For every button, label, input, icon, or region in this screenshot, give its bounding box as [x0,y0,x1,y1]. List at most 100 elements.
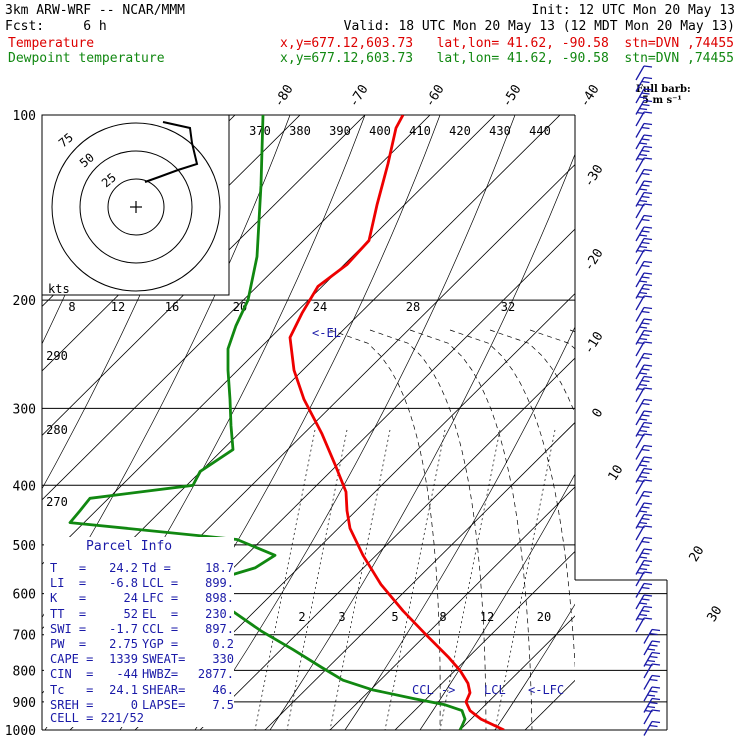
wind-barb-flag [646,705,656,709]
parcel-field-label: PW = [50,636,87,651]
parcel-info-rows: T = 24.2 Td = 18.7 LI = -6.8 LCL = 899. K = 24 LFC… [50,561,234,713]
wind-barb-flag [641,471,650,475]
wind-barb-staff [635,203,645,219]
parcel-field-value: 0 [130,697,138,712]
wind-barb-flag [641,264,650,268]
dry-adiabat [269,153,575,730]
parcel-field-value: -6.8 [109,576,138,591]
wind-barb [635,398,653,414]
wind-barb-flag [649,644,658,647]
isotherm-line [42,115,366,436]
wind-barb-staff [635,502,645,518]
wind-barb-staff [635,65,645,81]
wind-barb-staff [635,445,645,460]
wind-barb-flag [643,582,653,586]
wind-barb-flag [641,218,650,222]
wind-barb-flag [643,513,653,517]
wind-barb [635,65,653,81]
parcel-field-value: -44 [116,667,138,682]
wind-barb-staff [635,341,645,357]
theta-label: 380 [289,124,311,138]
wind-barb [635,157,653,173]
wind-barb [635,364,653,380]
parcel-field-value: 2.75 [109,636,138,651]
wind-barb-staff [635,364,645,380]
parcel-field-value: 897. [205,621,234,636]
parcel-info-row: PW = 2.75 YGP = 0.2 [50,637,234,652]
moist-adiabat [409,329,533,730]
wind-barb [635,168,653,184]
hodograph-trace [144,121,199,183]
wind-barb-staff [635,548,645,564]
parcel-field-label: CIN = [50,667,94,682]
wind-barb-flag [638,280,648,283]
wind-barb-flag [643,605,653,609]
wind-barb-flag [643,341,653,344]
wind-barb-flag [651,720,661,724]
wind-barb-flag [643,398,653,402]
parcel-field-value: 24.2 [109,561,138,575]
wind-barb [635,582,653,598]
wind-barb [635,88,653,104]
wind-barb [635,525,653,541]
barb-legend-title: Full barb: [636,84,691,95]
wind-barb-staff [643,686,653,702]
wind-barb [635,444,653,460]
isotherm-label: -50 [499,82,524,110]
header-temperature-location: x,y=677.12,603.73 lat,lon= 41.62, -90.58… [280,36,734,51]
isotherm-line [199,357,575,730]
wind-barb-flag [638,153,648,157]
lcl-annotation: LCL [484,683,506,697]
wind-barb-staff [635,169,645,184]
isotherm-line [42,115,561,630]
wind-barb-flag [641,138,650,141]
wind-barb-flag [641,598,650,601]
mixing-ratio-line [384,429,446,730]
wind-barb-flag [643,145,653,149]
parcel-field-value: 2877. [197,667,234,682]
wind-barb-staff [635,433,645,449]
wind-barb-flag [651,663,661,666]
wind-barb-flag [643,375,653,379]
wind-barb-flag [643,295,653,298]
wind-barb-staff [643,663,653,679]
parcel-field-label: Td = [142,561,171,575]
wind-barb-flag [638,188,648,191]
parcel-field-value: 899. [205,576,234,591]
parcel-info-row: SWI = -1.7 CCL = 897. [50,622,234,637]
wind-barb [643,640,661,656]
parcel-info-row: LI = -6.8 LCL = 899. [50,576,234,591]
wind-barb-flag [643,352,653,356]
wind-barb-staff [635,318,645,334]
wind-barb [635,433,653,449]
wind-barb-flag [641,402,650,406]
wind-barb [635,272,653,288]
wind-barb [635,617,653,633]
pressure-label: 100 [13,109,36,124]
wind-barb-staff [643,709,653,725]
wind-barb-staff [635,525,645,541]
wind-barb-staff [635,295,645,311]
wind-barb-staff [635,261,645,276]
wind-barb [643,720,661,736]
wind-barb-staff [635,491,645,506]
parcel-field-label: Tc = [50,682,94,697]
wind-barb-staff [643,629,653,644]
wind-barb-flag [638,383,648,387]
wind-barb [635,111,653,127]
wind-barb-flag [638,337,648,341]
wind-barb-staff [635,111,645,127]
isotherm-label: -30 [581,162,606,190]
pressure-label: 700 [13,629,36,644]
wind-barb-flag [638,464,648,467]
wind-barb-flag [638,199,648,203]
wind-barb-flag [638,245,648,249]
wind-barb [643,663,661,679]
mixing-ratio-label: 3 [338,610,345,624]
wind-barb [643,697,661,713]
wind-barb [635,306,653,322]
wind-barb-flag [641,563,650,567]
wind-barb-flag [641,609,650,613]
wind-barb-flag [643,76,653,80]
mixing-ratio-label: 8 [68,300,75,314]
